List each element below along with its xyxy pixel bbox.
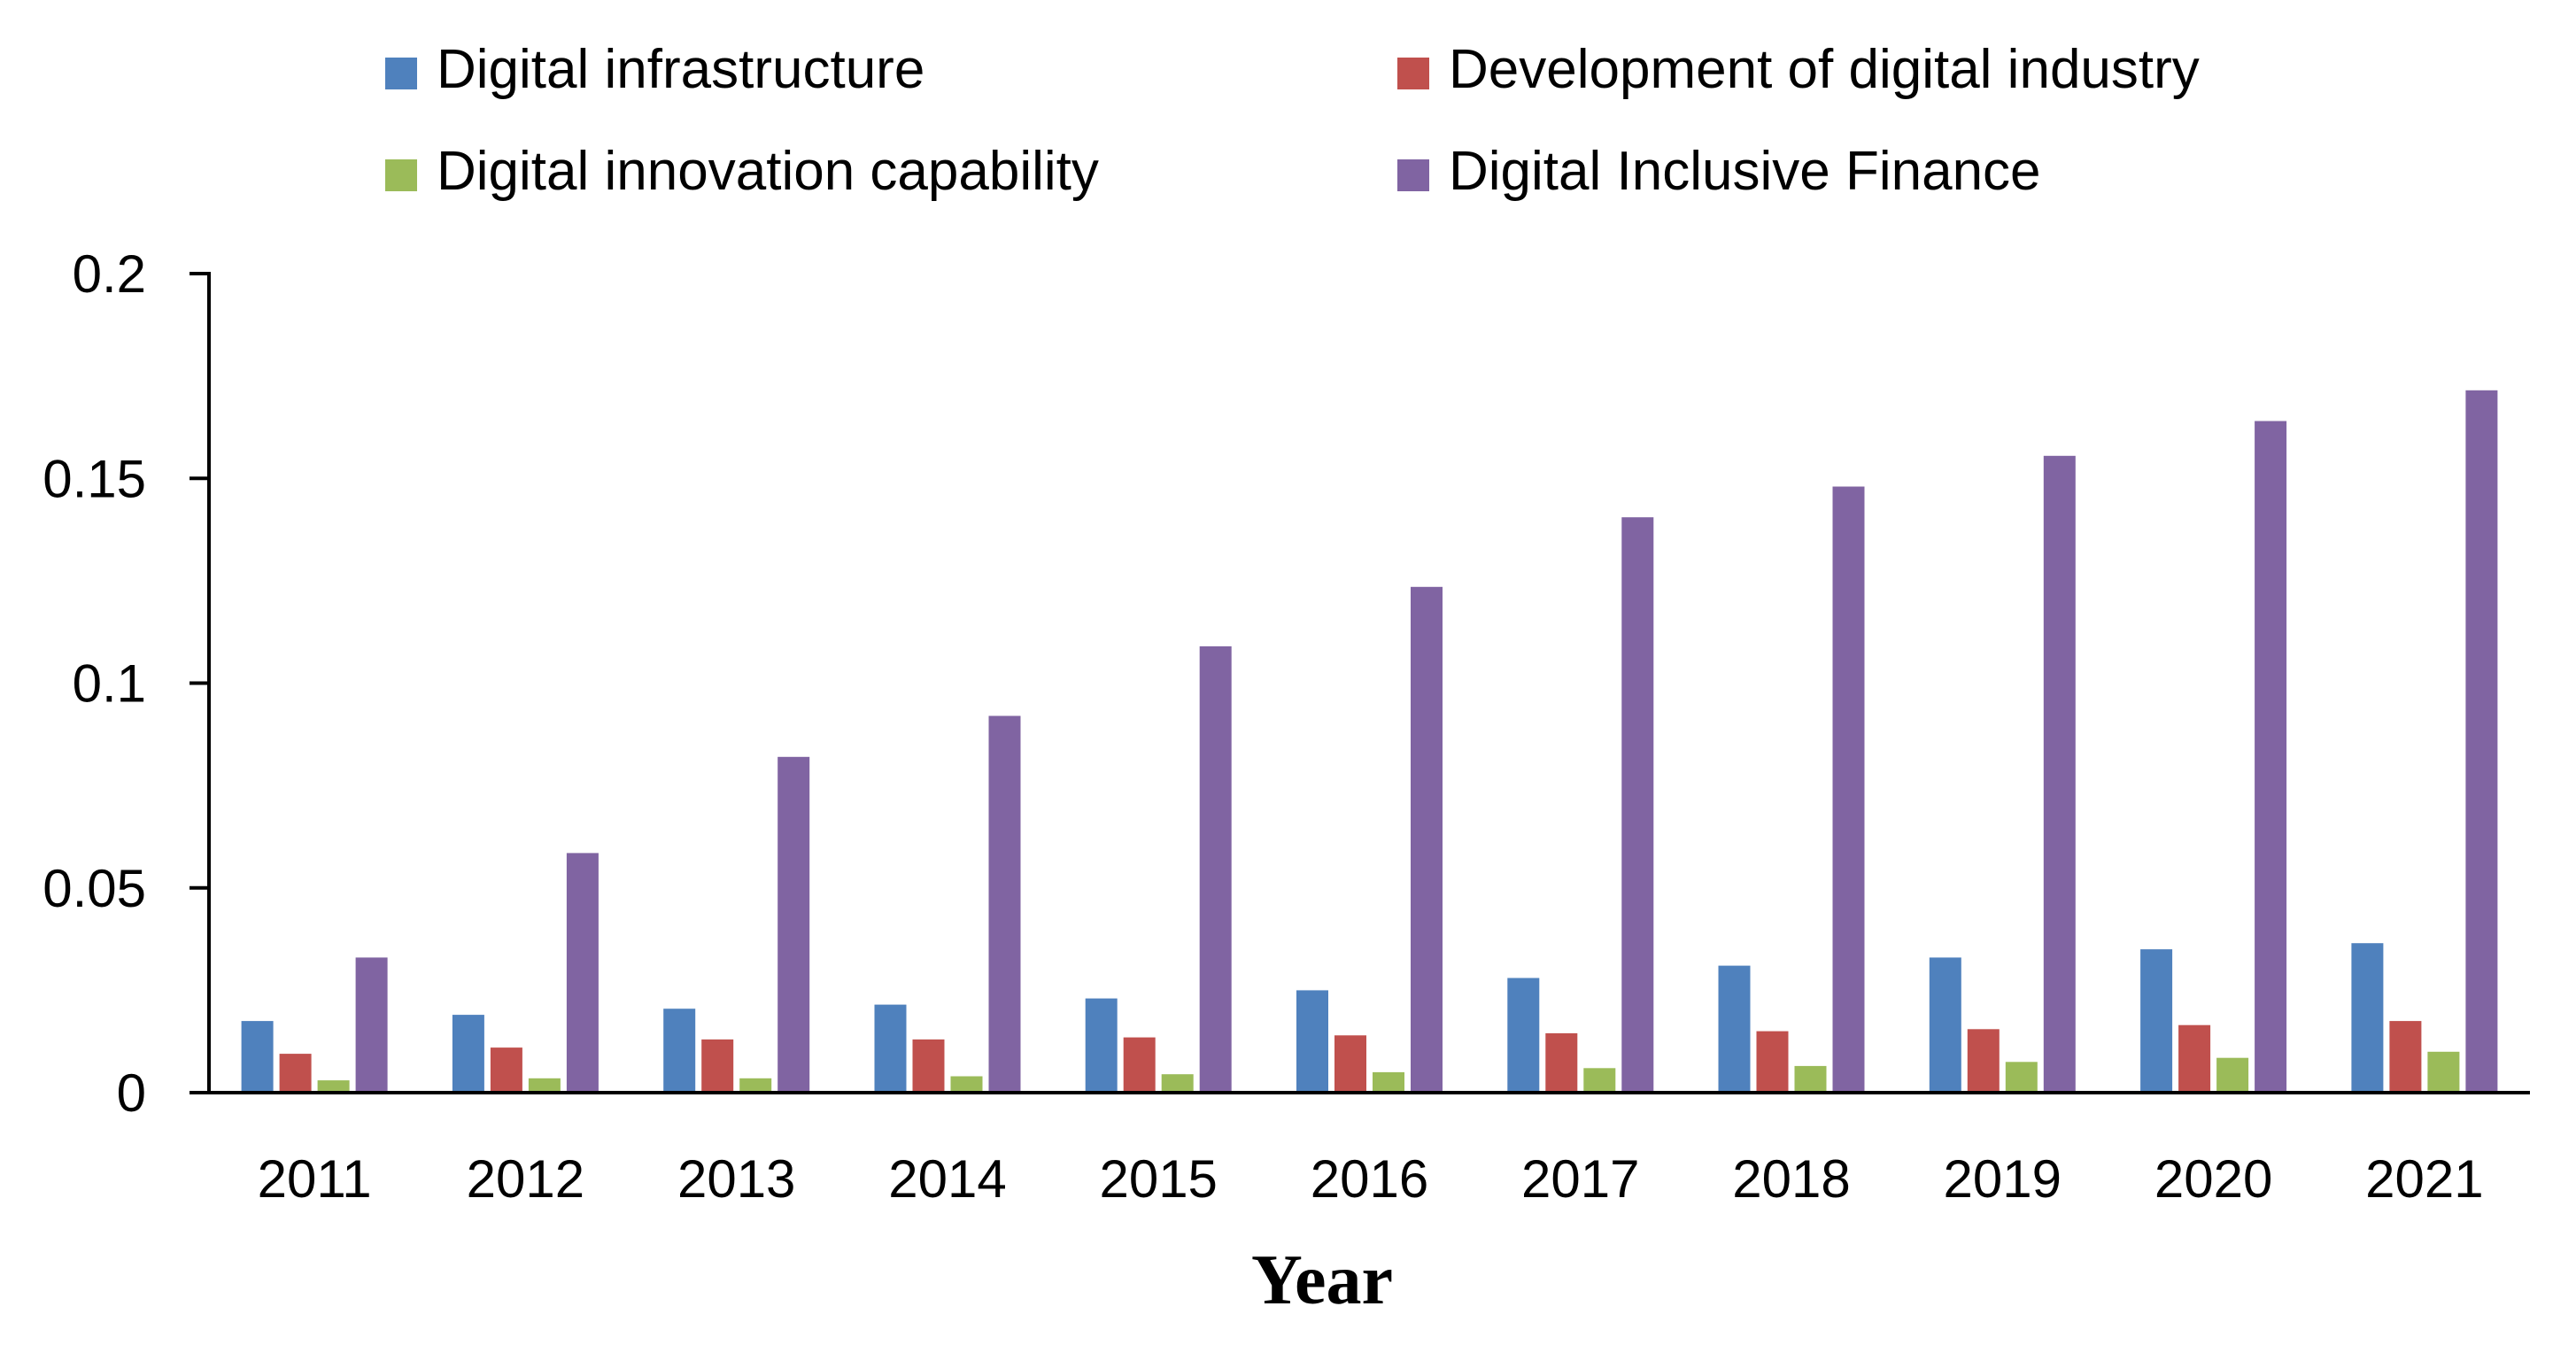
x-tick-label: 2020 <box>2154 1149 2272 1209</box>
bars <box>241 390 2498 1094</box>
legend-swatch-development-of-digital-industry <box>1397 58 1429 89</box>
bar-development-of-digital-industry-2011 <box>279 1054 312 1093</box>
bar-digital-infrastructure-2015 <box>1085 998 1118 1093</box>
bar-digital-infrastructure-2014 <box>874 1004 907 1093</box>
y-axis-ticks: 0 0.05 0.1 0.15 0.2 <box>43 244 146 1123</box>
legend-swatch-digital-innovation-capability <box>385 159 417 191</box>
bar-digital-innovation-capability-2011 <box>317 1080 350 1093</box>
x-tick-label: 2019 <box>1944 1149 2062 1209</box>
x-tick-label: 2012 <box>467 1149 584 1209</box>
bar-development-of-digital-industry-2018 <box>1756 1031 1789 1093</box>
bar-digital-inclusive-finance-2018 <box>1832 486 1865 1093</box>
bar-digital-innovation-capability-2017 <box>1583 1068 1616 1094</box>
bar-development-of-digital-industry-2014 <box>912 1039 945 1093</box>
bar-digital-innovation-capability-2013 <box>739 1078 772 1093</box>
bar-digital-infrastructure-2019 <box>1929 957 1961 1093</box>
bar-development-of-digital-industry-2015 <box>1123 1037 1156 1093</box>
bar-digital-inclusive-finance-2015 <box>1199 645 1232 1093</box>
bar-digital-innovation-capability-2016 <box>1373 1071 1404 1093</box>
bar-digital-innovation-capability-2020 <box>2216 1057 2249 1093</box>
x-axis-ticks: 2011 2012 2013 2014 2015 2016 2017 2018 2019 2020… <box>258 1149 2484 1209</box>
y-tick-label: 0.1 <box>73 654 146 714</box>
x-tick-label: 2021 <box>2365 1149 2483 1209</box>
y-tick-label: 0 <box>117 1063 146 1123</box>
bar-digital-infrastructure-2013 <box>663 1009 696 1093</box>
legend-swatch-digital-infrastructure <box>385 58 417 89</box>
bar-digital-infrastructure-2020 <box>2140 949 2173 1093</box>
bar-development-of-digital-industry-2019 <box>1967 1029 2000 1093</box>
legend-label-digital-inclusive-finance: Digital Inclusive Finance <box>1449 141 2041 202</box>
bar-digital-infrastructure-2017 <box>1507 978 1540 1093</box>
legend-swatch-digital-inclusive-finance <box>1397 159 1429 191</box>
bar-development-of-digital-industry-2013 <box>701 1039 734 1093</box>
legend: Digital infrastructure Development of dig… <box>385 39 2200 202</box>
y-tick-label: 0.2 <box>73 244 146 304</box>
bar-digital-inclusive-finance-2013 <box>777 756 810 1094</box>
bar-digital-infrastructure-2016 <box>1296 990 1328 1093</box>
bar-digital-innovation-capability-2021 <box>2427 1051 2460 1094</box>
x-tick-label: 2013 <box>677 1149 795 1209</box>
x-axis-title: Year <box>1251 1241 1393 1319</box>
bar-digital-inclusive-finance-2016 <box>1411 586 1443 1093</box>
bar-digital-innovation-capability-2012 <box>528 1078 561 1093</box>
legend-label-development-of-digital-industry: Development of digital industry <box>1449 39 2200 100</box>
x-tick-label: 2017 <box>1521 1149 1639 1209</box>
bar-digital-innovation-capability-2014 <box>950 1076 983 1093</box>
bar-digital-inclusive-finance-2019 <box>2043 455 2076 1093</box>
bar-digital-inclusive-finance-2012 <box>566 853 599 1093</box>
bar-digital-innovation-capability-2018 <box>1794 1065 1827 1093</box>
axes <box>190 272 2530 1094</box>
bar-digital-inclusive-finance-2014 <box>988 715 1021 1093</box>
legend-label-digital-infrastructure: Digital infrastructure <box>437 39 924 100</box>
bar-digital-inclusive-finance-2020 <box>2255 421 2287 1093</box>
bar-digital-innovation-capability-2019 <box>2005 1062 2038 1093</box>
x-tick-label: 2015 <box>1099 1149 1217 1209</box>
bar-development-of-digital-industry-2017 <box>1545 1032 1578 1093</box>
bar-development-of-digital-industry-2016 <box>1334 1035 1366 1094</box>
bar-digital-inclusive-finance-2021 <box>2465 390 2498 1093</box>
bar-digital-inclusive-finance-2017 <box>1621 517 1654 1093</box>
x-tick-label: 2014 <box>888 1149 1006 1209</box>
bar-development-of-digital-industry-2012 <box>490 1047 522 1093</box>
y-tick-label: 0.15 <box>43 449 146 508</box>
bar-digital-infrastructure-2012 <box>452 1015 484 1093</box>
x-tick-label: 2016 <box>1311 1149 1428 1209</box>
bar-development-of-digital-industry-2021 <box>2389 1021 2422 1093</box>
bar-digital-infrastructure-2011 <box>241 1021 274 1093</box>
legend-label-digital-innovation-capability: Digital innovation capability <box>437 141 1099 202</box>
bar-development-of-digital-industry-2020 <box>2178 1024 2211 1093</box>
bar-digital-infrastructure-2021 <box>2351 943 2384 1093</box>
x-tick-label: 2011 <box>258 1149 372 1209</box>
bar-digital-innovation-capability-2015 <box>1161 1074 1194 1093</box>
x-tick-label: 2018 <box>1732 1149 1850 1209</box>
bar-digital-infrastructure-2018 <box>1718 965 1751 1093</box>
bar-digital-inclusive-finance-2011 <box>355 957 388 1093</box>
y-tick-label: 0.05 <box>43 859 146 918</box>
